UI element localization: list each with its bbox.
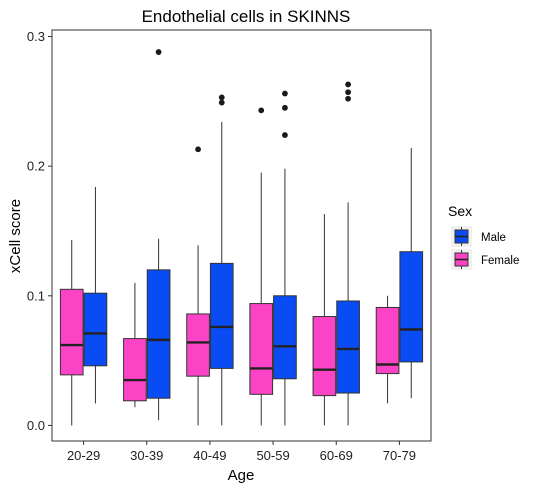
outlier-point — [258, 107, 265, 114]
outlier-point — [218, 94, 225, 101]
outlier-point — [282, 90, 288, 97]
box-female — [123, 282, 147, 408]
legend-key-female: Female — [451, 249, 519, 270]
outlier-point — [345, 95, 351, 102]
x-tick-label: 40-49 — [193, 448, 226, 463]
x-axis: 20-29 30-39 40-49 50-59 60-69 70-79 — [67, 441, 416, 463]
y-tick-label: 0.2 — [27, 159, 45, 174]
y-tick-label: 0.1 — [27, 288, 45, 303]
boxes-layer — [59, 49, 424, 426]
box-male — [336, 81, 360, 426]
x-tick-label: 20-29 — [67, 448, 100, 463]
box-male — [273, 90, 297, 426]
legend-label-female: Female — [481, 255, 519, 267]
box-body — [273, 295, 297, 380]
x-tick-label: 60-69 — [320, 448, 353, 463]
x-axis-label: Age — [228, 467, 255, 484]
box-female — [249, 107, 274, 426]
x-tick-label: 30-39 — [130, 448, 163, 463]
box-body — [249, 303, 274, 395]
box-female — [312, 214, 337, 426]
box-female — [375, 295, 400, 404]
box-body — [59, 288, 84, 376]
outlier-point — [155, 49, 162, 55]
legend-title: Sex — [448, 203, 472, 219]
box-male — [399, 147, 424, 399]
legend-keys: Male Female — [451, 226, 519, 270]
legend-key-male: Male — [451, 226, 506, 247]
x-tick-label: 50-59 — [256, 448, 289, 463]
box-female — [59, 240, 84, 426]
box-body — [209, 262, 234, 369]
legend-label-male: Male — [481, 232, 506, 244]
box-male — [146, 49, 171, 421]
y-tick-label: 0.0 — [27, 418, 45, 433]
outlier-point — [345, 89, 351, 96]
box-body — [336, 300, 360, 394]
box-female — [186, 146, 210, 426]
box-body — [146, 269, 171, 399]
y-tick-label: 0.3 — [27, 29, 45, 44]
outlier-point — [195, 146, 201, 153]
box-body — [375, 306, 400, 375]
outlier-point — [282, 132, 288, 138]
outlier-point — [345, 81, 351, 88]
chart-title: Endothelial cells in SKINNS — [142, 7, 351, 26]
legend: Sex Male Female — [448, 203, 519, 270]
box-body — [83, 292, 108, 367]
box-male — [83, 186, 108, 404]
box-body — [186, 313, 210, 377]
outlier-point — [218, 99, 225, 106]
outlier-point — [282, 104, 288, 111]
plot-panel — [51, 29, 432, 442]
x-tick-label: 70-79 — [383, 448, 416, 463]
box-body — [312, 316, 337, 397]
box-body — [123, 338, 147, 402]
box-body — [399, 251, 424, 363]
y-axis: 0.0 0.1 0.2 0.3 — [27, 29, 52, 433]
box-male — [209, 94, 234, 426]
y-axis-label: xCell score — [7, 199, 24, 273]
